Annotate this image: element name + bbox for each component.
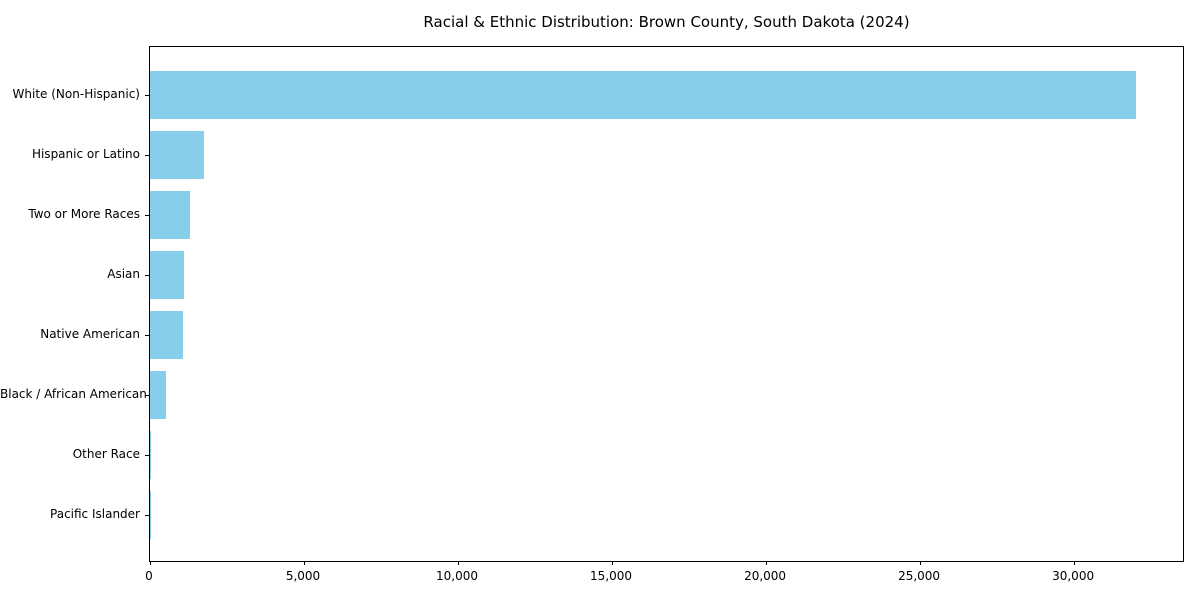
y-tick-mark: [145, 335, 149, 336]
chart-title: Racial & Ethnic Distribution: Brown Coun…: [423, 13, 910, 31]
y-tick-mark: [145, 515, 149, 516]
y-tick-mark: [145, 395, 149, 396]
x-tick-mark: [920, 561, 922, 565]
x-axis-tick-label: 15,000: [590, 569, 633, 583]
x-tick-mark: [1074, 561, 1076, 565]
y-tick-mark: [145, 95, 149, 96]
y-tick-mark: [145, 155, 149, 156]
y-axis-label-black-african-american: Black / African American: [0, 387, 147, 401]
plot-area: [145, 46, 1184, 565]
y-axis-label-white-non-hispanic: White (Non-Hispanic): [12, 87, 140, 101]
x-tick-mark: [150, 561, 151, 565]
x-axis-tick-label: 20,000: [744, 569, 787, 583]
y-axis-label-asian: Asian: [107, 267, 140, 281]
x-tick-mark: [766, 561, 768, 565]
x-tick-mark: [304, 561, 306, 565]
x-axis-tick-label: 30,000: [1052, 569, 1095, 583]
y-axis-label-other-race: Other Race: [72, 447, 140, 461]
y-axis-label-pacific-islander: Pacific Islander: [50, 507, 140, 521]
x-tick-mark: [612, 561, 614, 565]
bar-native-american: [150, 311, 184, 359]
x-tick-mark: [458, 561, 460, 565]
y-axis-label-native-american: Native American: [40, 327, 140, 341]
bar-hispanic-or-latino: [150, 131, 204, 179]
bar-black-african-american: [150, 371, 167, 419]
y-axis-label-hispanic-or-latino: Hispanic or Latino: [31, 147, 140, 161]
y-tick-mark: [145, 455, 149, 456]
bar-white-non-hispanic: [150, 71, 1136, 119]
x-axis-tick-label: 25,000: [898, 569, 941, 583]
bar-two-or-more-races: [150, 191, 191, 239]
y-axis-label-two-or-more-races: Two or More Races: [28, 207, 140, 221]
y-tick-mark: [145, 215, 149, 216]
x-axis-tick-label: 5,000: [285, 569, 321, 583]
bar-other-race: [150, 431, 151, 479]
x-axis-tick-label: 10,000: [436, 569, 479, 583]
y-tick-mark: [145, 275, 149, 276]
bar-asian: [150, 251, 184, 299]
x-axis-tick-label: 0: [145, 569, 153, 583]
